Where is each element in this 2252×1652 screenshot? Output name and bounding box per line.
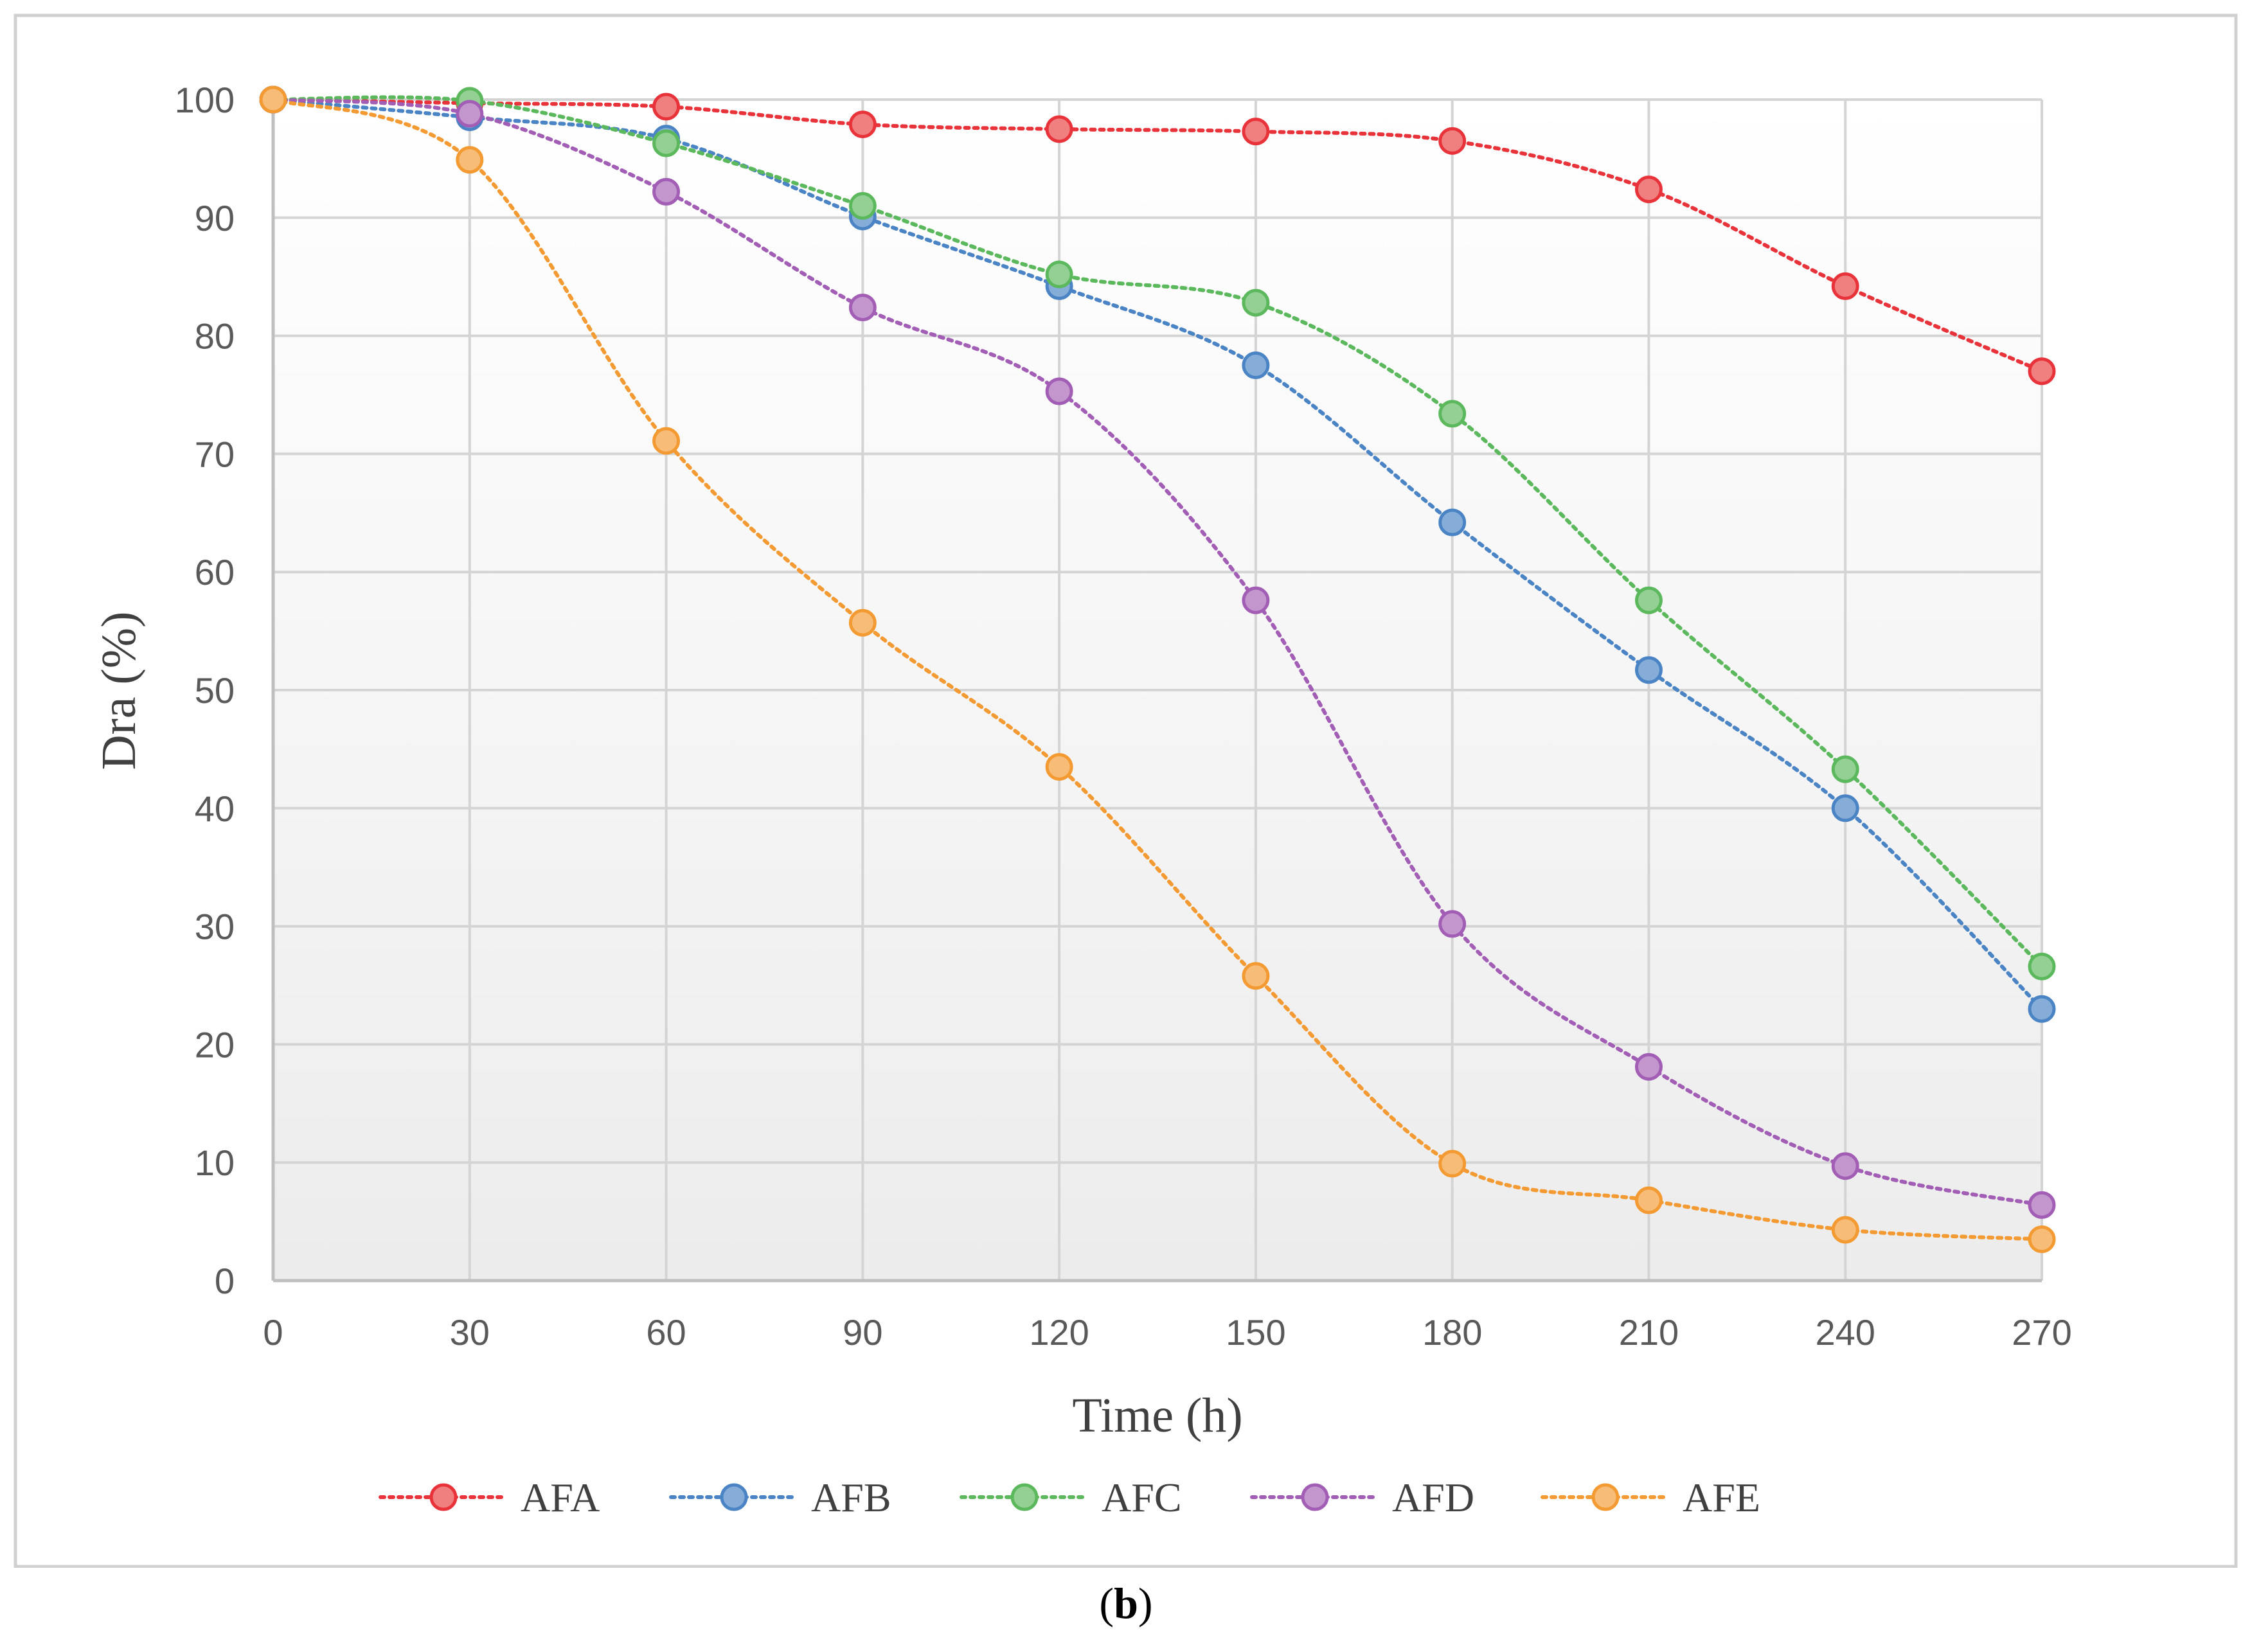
x-tick-label: 90: [843, 1312, 882, 1353]
data-point-afd: [652, 177, 681, 206]
series-points: [259, 85, 2056, 1254]
line-chart: 0 10 20 30 40 50 60 70 80 90 100 0 30 60 90 120 150 180 2…: [13, 13, 2238, 1568]
series-lines: [271, 95, 2044, 1241]
legend-marker-afd: [1301, 1483, 1329, 1511]
data-point-afa: [1438, 127, 1467, 155]
data-point-afa: [1831, 272, 1859, 300]
data-point-afc: [652, 129, 681, 157]
data-point-afa: [1634, 175, 1663, 204]
series-line-afc: [271, 95, 2044, 969]
legend-marker-afc: [1010, 1483, 1039, 1511]
x-tick-label: 180: [1422, 1312, 1482, 1353]
data-point-afb: [2028, 995, 2056, 1023]
x-tick-label: 150: [1226, 1312, 1285, 1353]
data-point-afd: [1831, 1152, 1859, 1180]
data-point-afb: [1634, 656, 1663, 684]
data-point-afd: [456, 100, 484, 128]
y-tick-label: 30: [195, 907, 235, 947]
data-point-afa: [2028, 357, 2056, 386]
x-tick-label: 60: [646, 1312, 686, 1353]
x-tick-labels: 0 30 60 90 120 150 180 210 240 270: [263, 1312, 2071, 1353]
y-tick-label: 70: [195, 434, 235, 474]
data-point-afb: [1242, 351, 1270, 380]
data-point-afd: [848, 293, 877, 321]
data-point-afd: [1242, 586, 1270, 614]
legend: AFA AFB AFC AFD AFE: [379, 1475, 1760, 1520]
y-tick-label: 90: [195, 198, 235, 238]
data-point-afa: [1242, 118, 1270, 146]
caption-letter: b: [1114, 1579, 1138, 1628]
data-point-afe: [2028, 1225, 2056, 1254]
series-line-afb: [271, 98, 2044, 1011]
data-point-afd: [1634, 1052, 1663, 1081]
y-tick-label: 60: [195, 552, 235, 592]
data-point-afe: [848, 608, 877, 637]
data-point-afe: [1045, 752, 1073, 781]
grid-lines: [271, 98, 2043, 1283]
y-tick-label: 100: [175, 80, 235, 120]
y-tick-label: 10: [195, 1142, 235, 1183]
legend-marker-afe: [1591, 1483, 1620, 1511]
legend-marker-afb: [720, 1483, 748, 1511]
series-line-afa: [271, 98, 2044, 373]
legend-label-afc: AFC: [1102, 1475, 1182, 1520]
data-point-afb: [1438, 508, 1467, 537]
series-line-afd: [271, 98, 2044, 1207]
data-point-afd: [1045, 377, 1073, 405]
legend-label-afb: AFB: [811, 1475, 891, 1520]
data-point-afe: [1438, 1150, 1467, 1178]
legend-label-afd: AFD: [1392, 1475, 1474, 1520]
data-point-afe: [1634, 1186, 1663, 1214]
legend-marker-afa: [429, 1483, 458, 1511]
data-point-afd: [2028, 1191, 2056, 1219]
series-line-afe: [271, 98, 2044, 1241]
y-tick-label: 40: [195, 788, 235, 829]
x-tick-label: 240: [1816, 1312, 1875, 1353]
data-point-afe: [259, 85, 287, 114]
x-tick-label: 210: [1619, 1312, 1679, 1353]
data-point-afe: [1242, 962, 1270, 990]
y-axis-title: Dra (%): [92, 612, 146, 770]
data-point-afc: [1831, 755, 1859, 783]
data-point-afb: [1831, 794, 1859, 822]
data-point-afe: [652, 427, 681, 455]
x-tick-label: 0: [263, 1312, 283, 1353]
data-point-afc: [1242, 289, 1270, 317]
x-axis-title: Time (h): [1072, 1389, 1242, 1443]
legend-label-afa: AFA: [521, 1475, 600, 1520]
x-tick-label: 30: [450, 1312, 490, 1353]
data-point-afc: [848, 191, 877, 220]
y-tick-label: 0: [215, 1261, 235, 1301]
data-point-afc: [1634, 586, 1663, 614]
figure-caption: (b): [1099, 1579, 1153, 1628]
data-point-afc: [2028, 952, 2056, 981]
data-point-afd: [1438, 910, 1467, 938]
data-point-afa: [848, 111, 877, 139]
y-tick-labels: 0 10 20 30 40 50 60 70 80 90 100: [175, 80, 235, 1301]
data-point-afa: [1045, 115, 1073, 143]
legend-label-afe: AFE: [1683, 1475, 1760, 1520]
x-tick-label: 120: [1029, 1312, 1089, 1353]
data-point-afa: [652, 93, 681, 121]
y-tick-label: 50: [195, 670, 235, 711]
x-tick-label: 270: [2012, 1312, 2071, 1353]
data-point-afe: [456, 146, 484, 174]
data-point-afc: [1438, 400, 1467, 428]
data-point-afe: [1831, 1216, 1859, 1244]
data-point-afc: [1045, 260, 1073, 289]
y-tick-label: 80: [195, 316, 235, 357]
y-tick-label: 20: [195, 1024, 235, 1065]
